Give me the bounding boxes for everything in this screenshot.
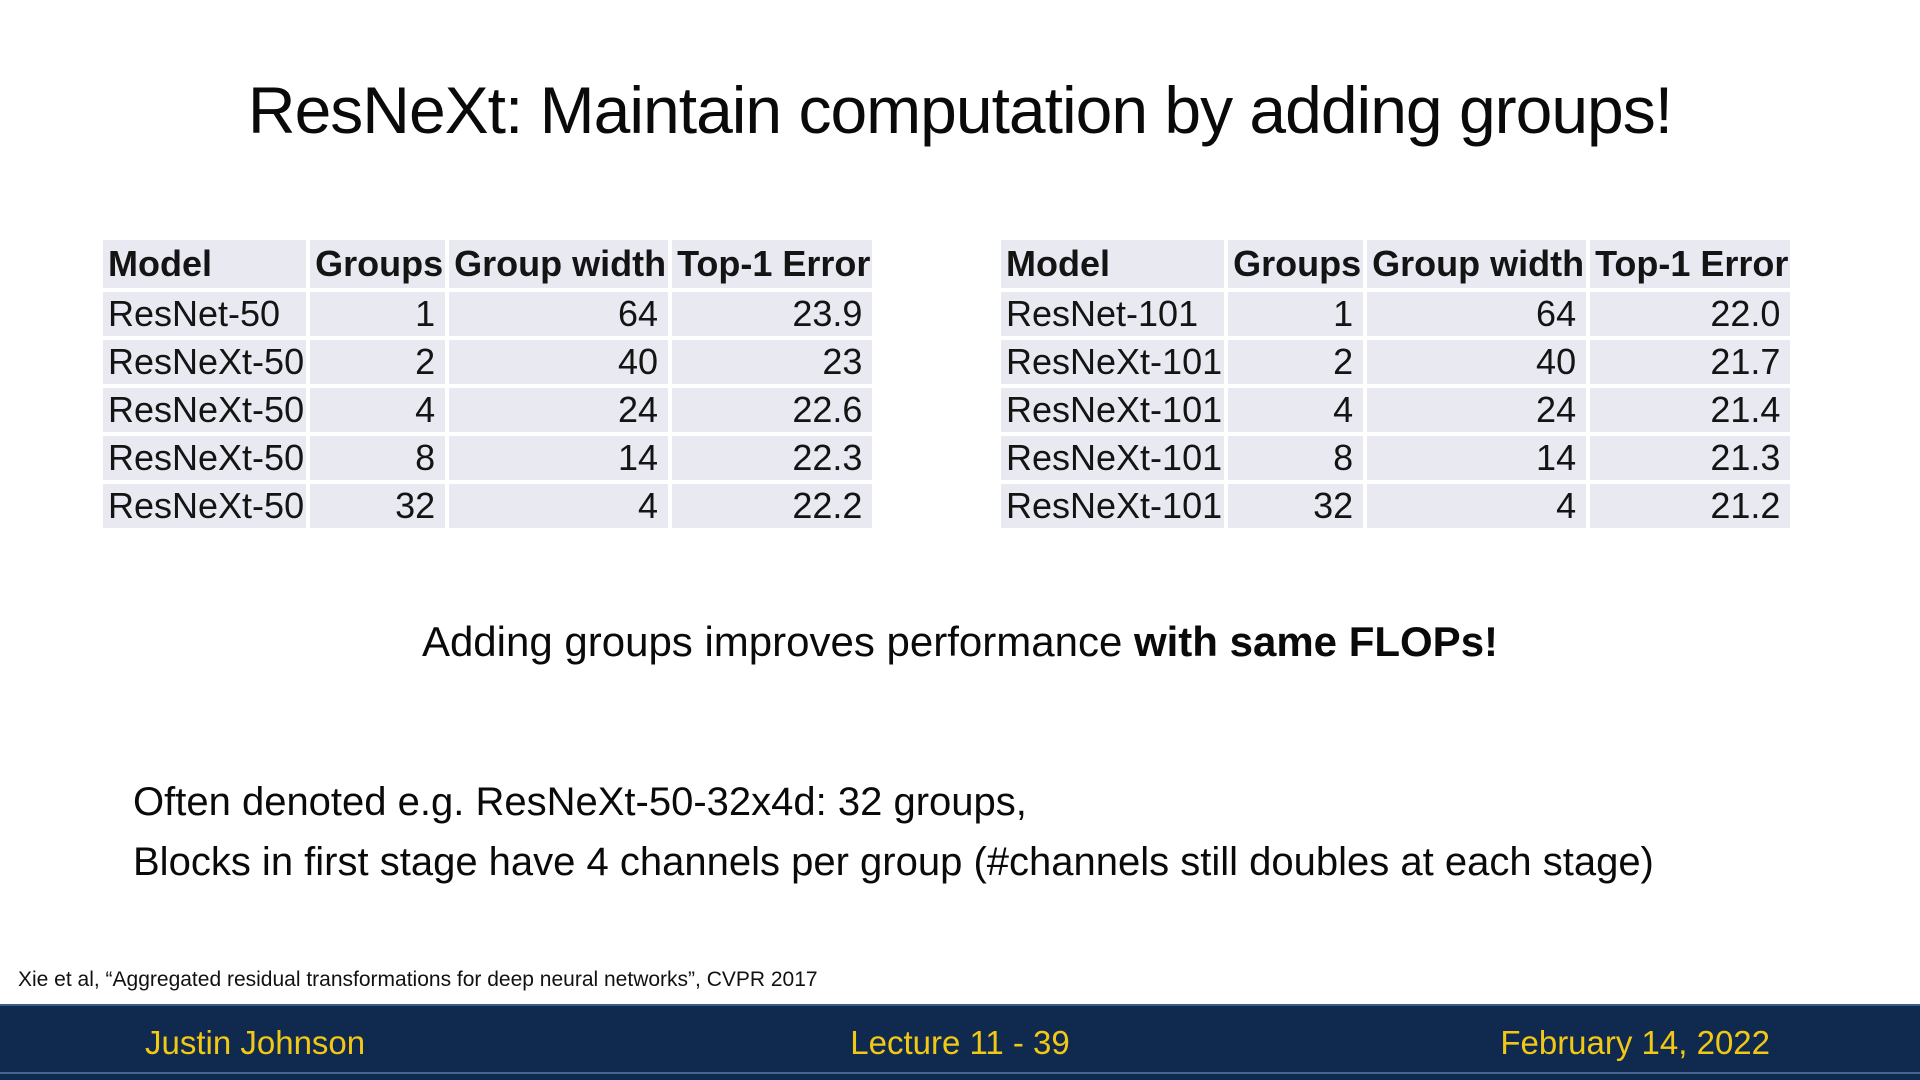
col-header-model: Model — [1001, 240, 1225, 288]
cell-groups: 2 — [1228, 340, 1364, 384]
table-row: ResNeXt-50 2 40 23 — [103, 340, 873, 384]
table-header-row: Model Groups Group width Top-1 Error — [1001, 240, 1791, 288]
col-header-top1-error: Top-1 Error — [1590, 240, 1791, 288]
cell-group-width: 4 — [449, 484, 669, 528]
callout-line: Adding groups improves performance with … — [0, 618, 1920, 666]
note-line-1: Often denoted e.g. ResNeXt-50-32x4d: 32 … — [133, 780, 1027, 824]
callout-text: Adding groups improves performance — [421, 618, 1134, 665]
cell-groups: 8 — [310, 436, 446, 480]
footer-bar: Justin Johnson Lecture 11 - 39 February … — [0, 1004, 1920, 1080]
cell-groups: 32 — [1228, 484, 1364, 528]
table-row: ResNeXt-50 32 4 22.2 — [103, 484, 873, 528]
results-table-resnext101: Model Groups Group width Top-1 Error Res… — [997, 236, 1794, 532]
cell-top1-error: 22.6 — [672, 388, 873, 432]
notes-block: Often denoted e.g. ResNeXt-50-32x4d: 32 … — [133, 772, 1654, 892]
table-row: ResNet-101 1 64 22.0 — [1001, 292, 1791, 336]
cell-group-width: 40 — [1367, 340, 1587, 384]
cell-top1-error: 21.7 — [1590, 340, 1791, 384]
cell-model: ResNet-101 — [1001, 292, 1225, 336]
citation: Xie et al, “Aggregated residual transfor… — [18, 968, 818, 991]
table-row: ResNet-50 1 64 23.9 — [103, 292, 873, 336]
cell-group-width: 40 — [449, 340, 669, 384]
cell-group-width: 24 — [449, 388, 669, 432]
cell-group-width: 64 — [449, 292, 669, 336]
cell-groups: 32 — [310, 484, 446, 528]
cell-groups: 1 — [1228, 292, 1364, 336]
col-header-group-width: Group width — [1367, 240, 1587, 288]
cell-group-width: 4 — [1367, 484, 1587, 528]
cell-top1-error: 21.2 — [1590, 484, 1791, 528]
slide-title: ResNeXt: Maintain computation by adding … — [247, 73, 1673, 147]
cell-model: ResNeXt-101 — [1001, 436, 1225, 480]
footer-lecture-number: Lecture 11 - 39 — [850, 1024, 1070, 1061]
callout-text-bold: with same FLOPs! — [1133, 618, 1499, 665]
cell-top1-error: 22.2 — [672, 484, 873, 528]
col-header-groups: Groups — [310, 240, 446, 288]
cell-group-width: 24 — [1367, 388, 1587, 432]
cell-model: ResNet-50 — [103, 292, 307, 336]
cell-top1-error: 21.3 — [1590, 436, 1791, 480]
cell-model: ResNeXt-50 — [103, 340, 307, 384]
table-row: ResNeXt-50 4 24 22.6 — [103, 388, 873, 432]
cell-top1-error: 22.0 — [1590, 292, 1791, 336]
col-header-group-width: Group width — [449, 240, 669, 288]
cell-model: ResNeXt-101 — [1001, 388, 1225, 432]
table-row: ResNeXt-50 8 14 22.3 — [103, 436, 873, 480]
cell-model: ResNeXt-50 — [103, 388, 307, 432]
cell-model: ResNeXt-101 — [1001, 340, 1225, 384]
cell-top1-error: 23.9 — [672, 292, 873, 336]
cell-groups: 4 — [310, 388, 446, 432]
cell-group-width: 64 — [1367, 292, 1587, 336]
col-header-groups: Groups — [1228, 240, 1364, 288]
col-header-top1-error: Top-1 Error — [672, 240, 873, 288]
cell-groups: 4 — [1228, 388, 1364, 432]
cell-groups: 8 — [1228, 436, 1364, 480]
note-line-2: Blocks in first stage have 4 channels pe… — [133, 840, 1654, 884]
table-header-row: Model Groups Group width Top-1 Error — [103, 240, 873, 288]
cell-model: ResNeXt-50 — [103, 484, 307, 528]
footer-author: Justin Johnson — [145, 1024, 366, 1061]
cell-top1-error: 23 — [672, 340, 873, 384]
results-table-resnext50: Model Groups Group width Top-1 Error Res… — [99, 236, 876, 532]
cell-groups: 1 — [310, 292, 446, 336]
cell-group-width: 14 — [1367, 436, 1587, 480]
cell-groups: 2 — [310, 340, 446, 384]
cell-model: ResNeXt-101 — [1001, 484, 1225, 528]
col-header-model: Model — [103, 240, 307, 288]
cell-group-width: 14 — [449, 436, 669, 480]
table-row: ResNeXt-101 2 40 21.7 — [1001, 340, 1791, 384]
table-row: ResNeXt-101 4 24 21.4 — [1001, 388, 1791, 432]
table-row: ResNeXt-101 8 14 21.3 — [1001, 436, 1791, 480]
footer-date: February 14, 2022 — [1500, 1024, 1770, 1061]
cell-model: ResNeXt-50 — [103, 436, 307, 480]
table-row: ResNeXt-101 32 4 21.2 — [1001, 484, 1791, 528]
cell-top1-error: 22.3 — [672, 436, 873, 480]
cell-top1-error: 21.4 — [1590, 388, 1791, 432]
